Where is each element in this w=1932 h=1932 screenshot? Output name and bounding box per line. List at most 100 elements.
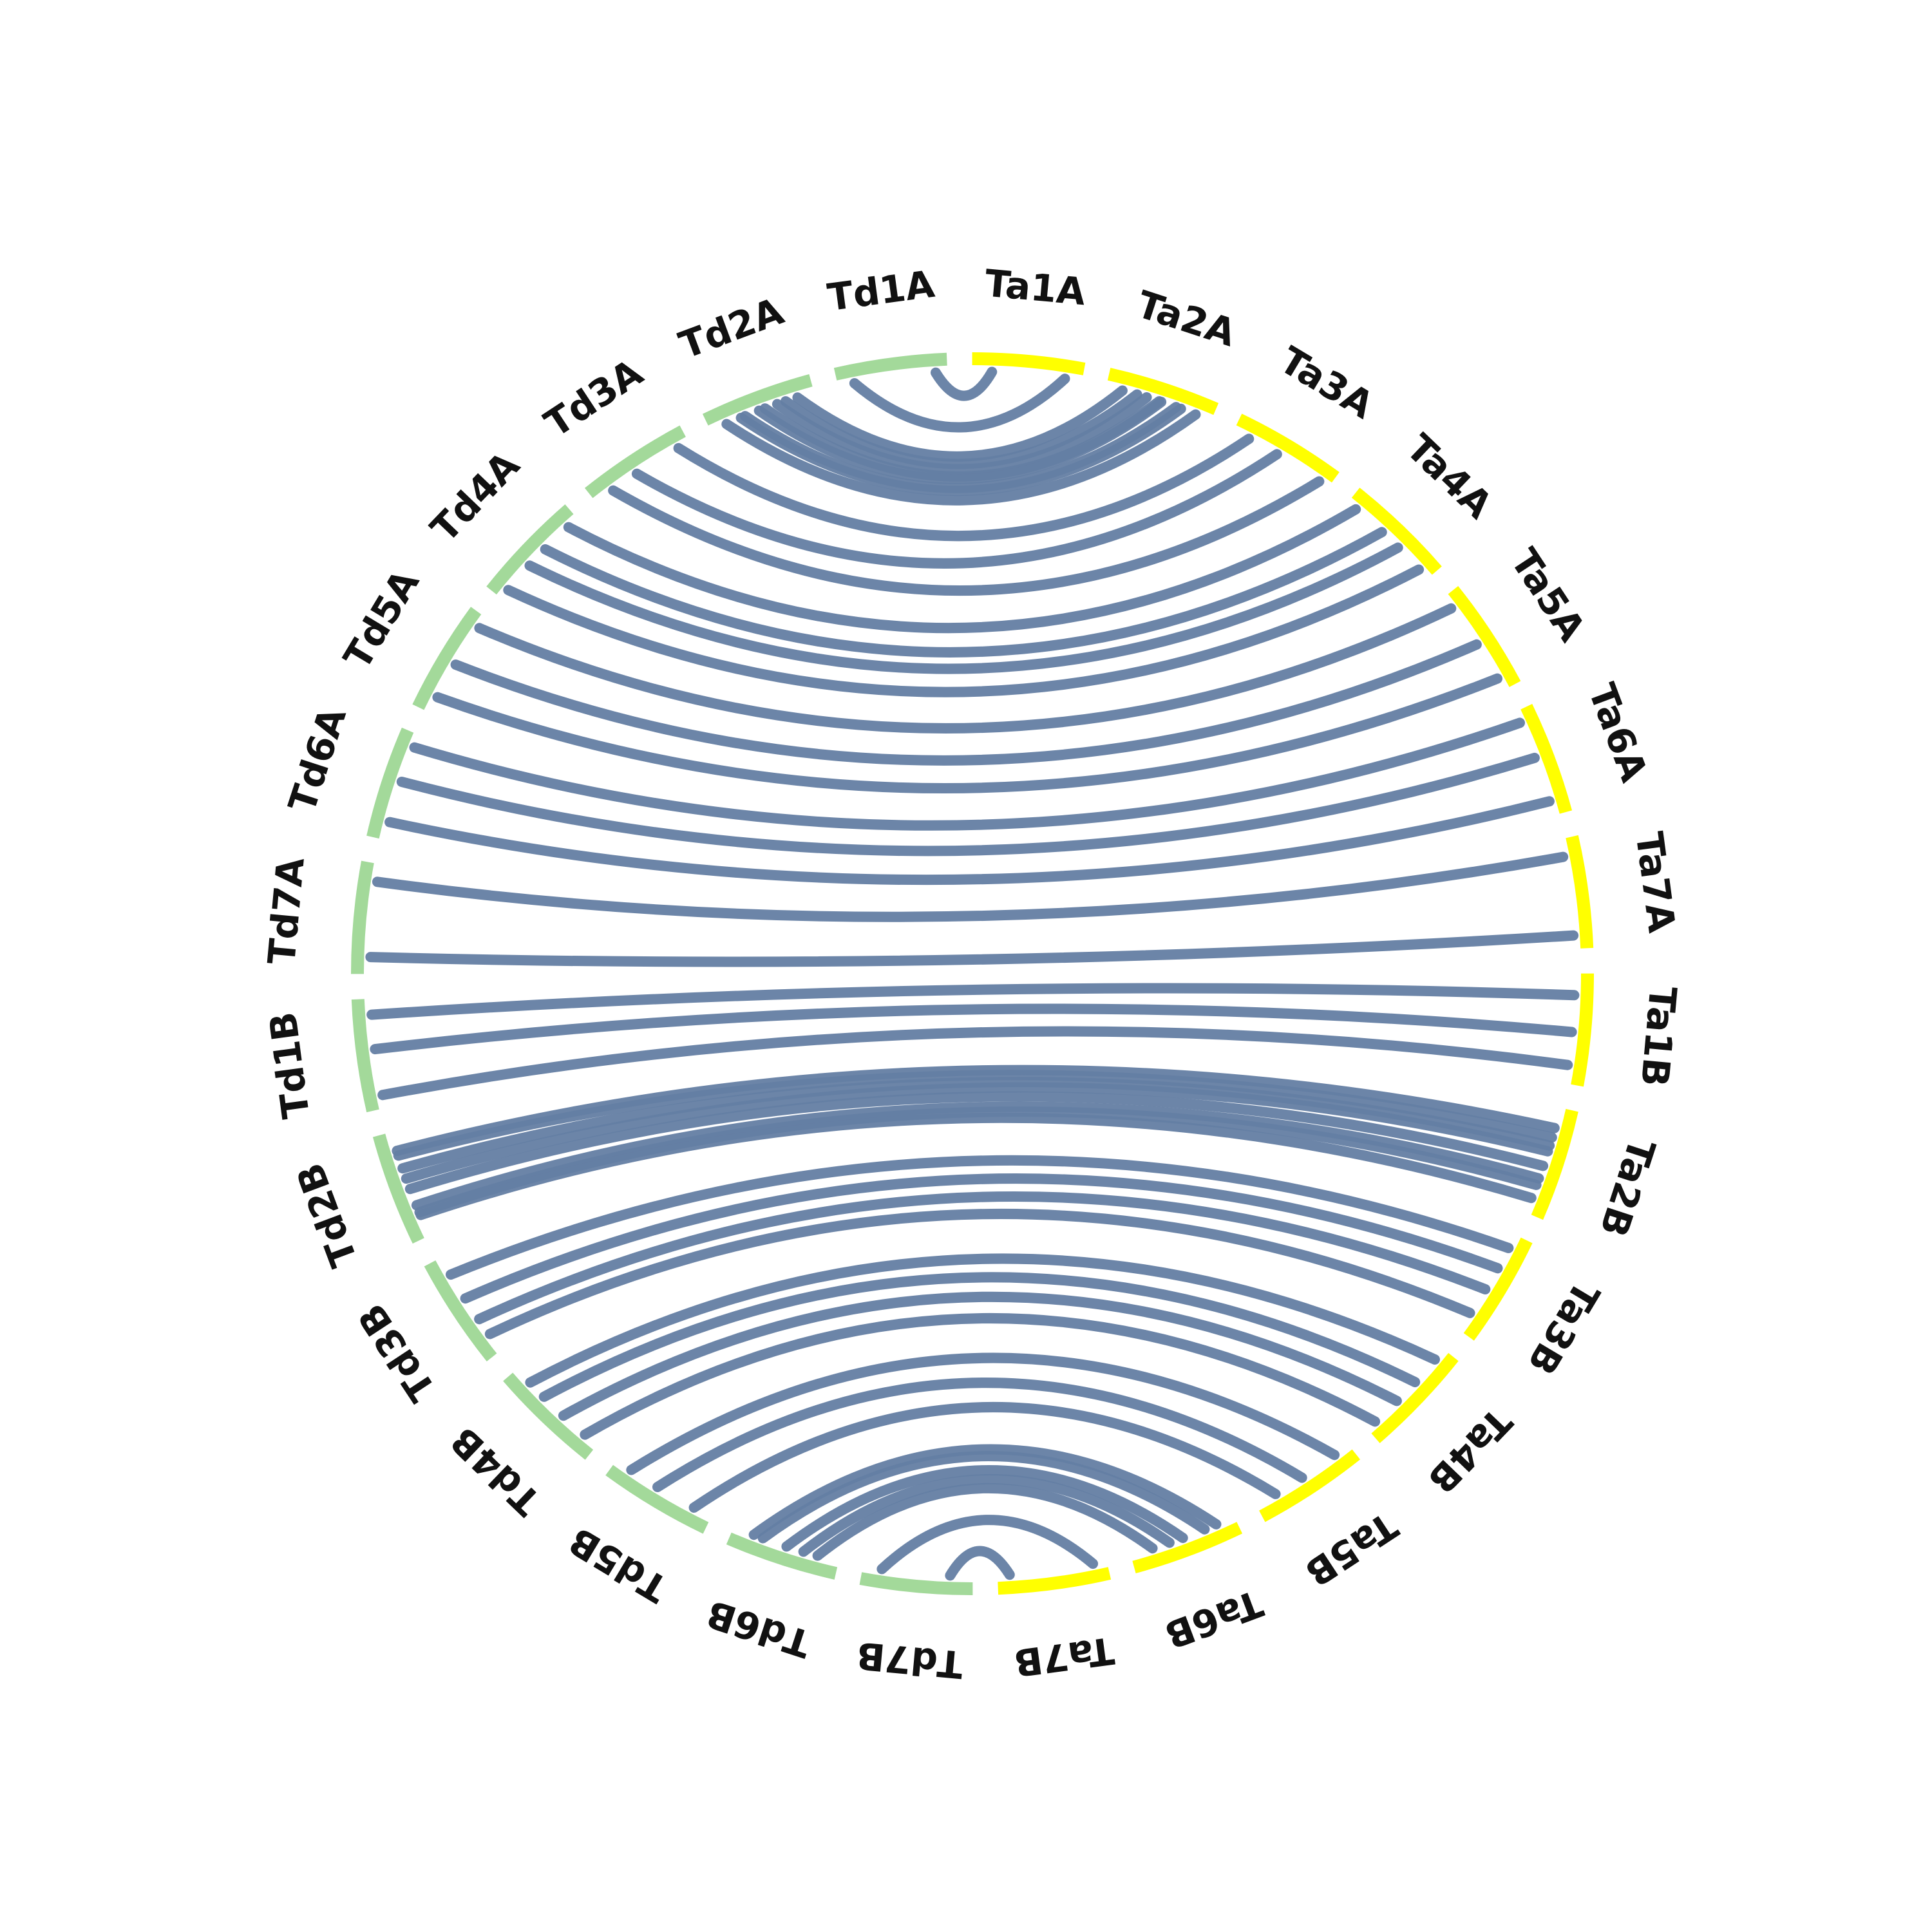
link-group-td1a-ta1a (849, 366, 1070, 433)
chromosome-label-td6b: Td6B (701, 1591, 817, 1666)
synteny-link (384, 796, 1555, 886)
synteny-link (740, 402, 1182, 493)
chromosome-arc-td4a (486, 504, 574, 595)
chromosome-arc-td1b (351, 999, 379, 1113)
chromosome-label-td3b: Td3B (349, 1296, 444, 1409)
chromosome-label-ta6a: Ta6A (1580, 677, 1656, 787)
synteny-link (397, 1077, 1555, 1174)
chromosome-label-ta4a: Ta4A (1397, 426, 1501, 527)
chromosome-arc-td4b (503, 1372, 594, 1460)
link-group-td3a-ta3a (608, 433, 1325, 596)
synteny-link (876, 1515, 1099, 1575)
chromosome-label-ta2a: Ta2A (1132, 282, 1241, 355)
synteny-links (365, 366, 1580, 1581)
synteny-link (409, 717, 1525, 831)
synteny-link (721, 409, 1201, 506)
chromosome-arc-ta3b (1463, 1237, 1533, 1341)
chromosome-arc-td5a (412, 607, 482, 710)
synteny-link (446, 1155, 1514, 1280)
link-group-td5a-ta5a (432, 603, 1502, 794)
chromosome-arc-td3a (584, 425, 686, 498)
chromosome-label-ta6b: Ta6B (1159, 1581, 1269, 1657)
synteny-link (377, 1026, 1573, 1101)
link-group-td2a-ta2a (721, 385, 1201, 506)
chromosome-arc-ta1b (1571, 973, 1595, 1087)
synteny-link (540, 527, 1387, 658)
synteny-link (688, 1402, 1281, 1513)
chromosome-ring (350, 352, 1595, 1596)
synteny-link (484, 1209, 1475, 1340)
chromosome-label-td4b: Td4B (442, 1418, 549, 1524)
chromosome-arc-ta4b (1371, 1352, 1459, 1443)
chromosome-label-td5b: Td5B (561, 1519, 675, 1611)
link-group-td4b-ta4b (525, 1253, 1440, 1440)
synteny-link (652, 1378, 1307, 1492)
synteny-link (450, 639, 1482, 766)
chromosome-label-td3a: Td3A (537, 350, 650, 446)
synteny-link (757, 1451, 1210, 1544)
chromosome-arc-td6a (366, 727, 414, 839)
chromosome-arc-td6b (726, 1532, 838, 1580)
chromosome-label-td1a: Td1A (825, 262, 937, 319)
chromosome-arc-ta3a (1236, 413, 1340, 483)
synteny-link (474, 603, 1457, 734)
synteny-link (558, 1291, 1402, 1421)
synteny-link (759, 396, 1164, 482)
chromosome-arc-ta6a (1520, 703, 1573, 814)
synteny-link (392, 1065, 1560, 1156)
synteny-link (460, 1173, 1503, 1304)
synteny-link (411, 1101, 1544, 1211)
chromosome-arc-ta5a (1448, 585, 1521, 687)
chromosome-arc-td7a (350, 860, 374, 974)
chromosome-label-ta5b: Ta5B (1297, 1504, 1405, 1595)
chromosome-arc-td7b (859, 1572, 973, 1596)
chromosome-label-ta1b: Ta1B (1633, 985, 1685, 1088)
link-group-td5b-ta5b (626, 1352, 1340, 1513)
chromosome-arc-ta4a (1351, 488, 1442, 575)
chromosome-label-td4a: Td4A (422, 443, 528, 551)
synteny-link (781, 389, 1142, 469)
synteny-link (673, 433, 1255, 542)
synteny-link (849, 374, 1070, 433)
chromosome-label-td7a: Td7A (260, 856, 313, 967)
link-group-td4a-ta4a (503, 504, 1425, 697)
chromosome-arc-ta2a (1107, 368, 1219, 415)
synteny-link (524, 542, 1403, 674)
chromosome-label-ta2b: Ta2B (1591, 1133, 1664, 1242)
link-group-td7b-ta7b (876, 1515, 1099, 1581)
synteny-link (563, 504, 1361, 634)
synteny-link (792, 385, 1128, 462)
synteny-link (748, 1444, 1222, 1540)
chromosome-arc-td2a (702, 374, 813, 426)
synteny-link (626, 1352, 1340, 1475)
link-group-td7a-ta7a (365, 851, 1579, 967)
chromosome-arc-td1a (833, 352, 947, 381)
synteny-link (503, 564, 1425, 697)
link-group-td2b-ta2b (392, 1065, 1560, 1220)
chromosome-label-ta4b: Ta4B (1419, 1399, 1520, 1502)
chromosome-arc-td5b (605, 1464, 709, 1534)
synteny-link (931, 366, 998, 401)
chromosome-label-td1b: Td1B (261, 1009, 318, 1121)
chromosome-arc-ta7a (1566, 835, 1594, 949)
synteny-link (370, 1003, 1577, 1055)
synteny-link (365, 930, 1579, 967)
link-group-td3b-ta3b (446, 1155, 1514, 1340)
chromosome-label-td2a: Td2A (674, 289, 790, 368)
link-group-td6b-ta6b (748, 1444, 1222, 1561)
chromosome-label-ta7b: Ta7B (1011, 1628, 1116, 1685)
chromosome-label-td2b: Td2B (288, 1157, 366, 1273)
chromosome-arc-td3b (424, 1260, 497, 1362)
synteny-link (538, 1272, 1421, 1402)
chromosome-label-td6a: Td6A (280, 702, 355, 817)
link-group-td1b-ta1b (366, 983, 1580, 1101)
chromosome-label-ta3a: Ta3A (1273, 338, 1381, 428)
synteny-link (608, 476, 1325, 596)
chromosome-arc-ta7b (998, 1567, 1112, 1595)
synteny-link (432, 673, 1502, 794)
chromosome-label-td7b: Td7B (855, 1633, 965, 1687)
synteny-link (631, 449, 1282, 569)
synteny-link (401, 1082, 1553, 1184)
synteny-link (525, 1253, 1440, 1388)
